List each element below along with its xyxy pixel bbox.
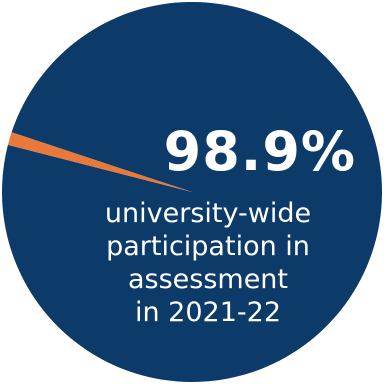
pie-slice-not-participated <box>7 132 193 192</box>
caption-line-2: participation in <box>106 231 310 262</box>
caption-line-3: assessment <box>128 264 288 295</box>
caption-line-1: university-wide <box>105 198 311 229</box>
headline-percentage: 98.9% <box>164 120 356 183</box>
caption-line-4: in 2021-22 <box>135 297 281 328</box>
caption: university-wide participation in assessm… <box>105 198 311 328</box>
